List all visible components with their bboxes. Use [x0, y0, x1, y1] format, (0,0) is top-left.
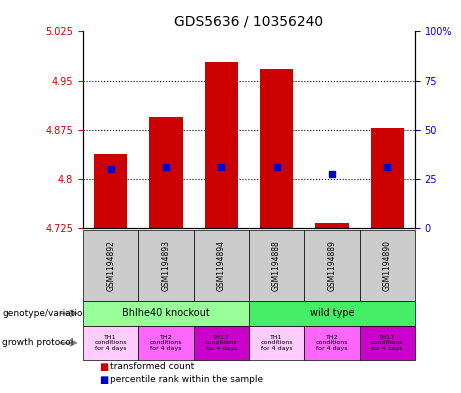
Text: wild type: wild type	[310, 309, 354, 318]
Text: ■: ■	[99, 375, 108, 384]
Bar	[315, 223, 349, 228]
Text: GSM1194893: GSM1194893	[161, 240, 171, 291]
Bar	[149, 117, 183, 228]
Text: TH17
conditions
for 4 days: TH17 conditions for 4 days	[371, 334, 403, 351]
Text: transformed count: transformed count	[110, 362, 194, 371]
Text: TH1
conditions
for 4 days: TH1 conditions for 4 days	[260, 334, 293, 351]
Text: GSM1194888: GSM1194888	[272, 240, 281, 291]
Bar	[371, 128, 404, 228]
Bar	[260, 69, 293, 228]
Text: TH2
conditions
for 4 days: TH2 conditions for 4 days	[150, 334, 182, 351]
Title: GDS5636 / 10356240: GDS5636 / 10356240	[174, 15, 324, 29]
Text: growth protocol: growth protocol	[2, 338, 74, 347]
Text: GSM1194890: GSM1194890	[383, 240, 392, 291]
Text: ■: ■	[99, 362, 108, 372]
Text: percentile rank within the sample: percentile rank within the sample	[110, 375, 263, 384]
Bar	[205, 62, 238, 228]
Text: TH2
conditions
for 4 days: TH2 conditions for 4 days	[316, 334, 348, 351]
Text: GSM1194892: GSM1194892	[106, 240, 115, 291]
Text: TH17
conditions
for 4 days: TH17 conditions for 4 days	[205, 334, 237, 351]
Text: GSM1194894: GSM1194894	[217, 240, 226, 291]
Text: Bhlhe40 knockout: Bhlhe40 knockout	[122, 309, 210, 318]
Text: genotype/variation: genotype/variation	[2, 309, 89, 318]
Text: TH1
conditions
for 4 days: TH1 conditions for 4 days	[95, 334, 127, 351]
Bar	[94, 154, 127, 228]
Text: GSM1194889: GSM1194889	[327, 240, 337, 291]
